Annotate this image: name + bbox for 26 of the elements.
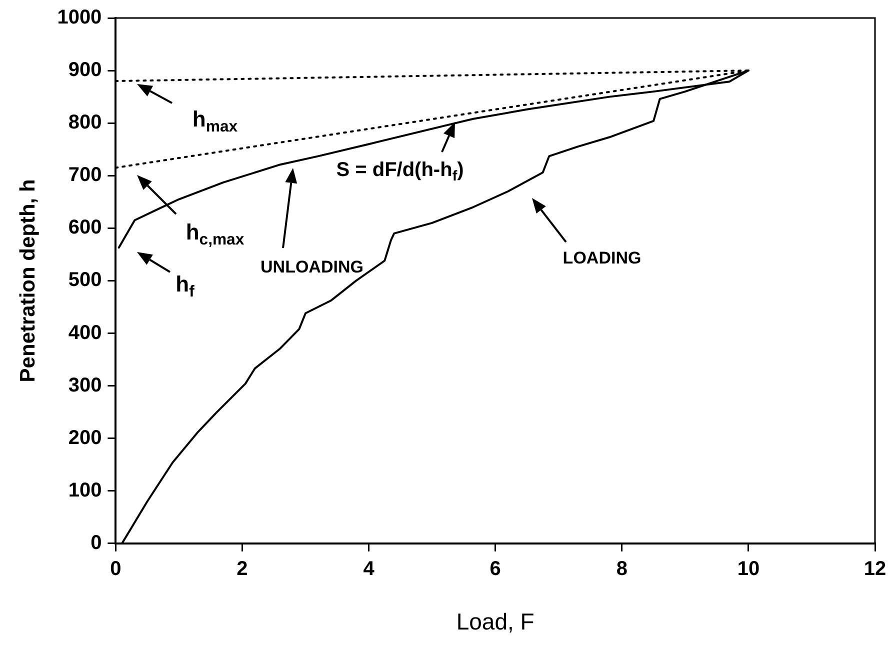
x-axis-title: Load, F [456, 608, 534, 635]
x-tick-label: 12 [864, 558, 886, 580]
x-tick-label: 10 [737, 558, 760, 580]
y-axis-title: Penetration depth, h [16, 179, 40, 382]
y-tick-label: 1000 [57, 6, 102, 29]
y-tick-label: 800 [68, 112, 102, 134]
x-tick-label: 8 [616, 558, 628, 580]
x-tick-label: 6 [490, 558, 501, 580]
y-tick-label: 300 [68, 374, 102, 396]
annotation: h$_{c,max}$ [186, 220, 244, 248]
y-tick-label: 0 [90, 532, 102, 554]
y-tick-label: 200 [68, 426, 102, 449]
y-tick-label: 400 [68, 322, 102, 344]
y-tick-label: 100 [68, 479, 102, 502]
y-tick-label: 600 [68, 216, 102, 239]
annotation: UNLOADING [260, 258, 364, 276]
x-tick-label: 0 [110, 558, 122, 580]
annotation: h$_{max}$ [192, 106, 238, 136]
annotation: h$_{f}$ [176, 272, 194, 300]
x-tick-label: 2 [236, 558, 248, 580]
annotation: S = dF/d(h-h$_{f}$) [336, 159, 464, 184]
y-tick-label: 500 [68, 269, 102, 292]
y-tick-label: 700 [68, 164, 102, 186]
x-tick-label: 4 [363, 558, 376, 580]
y-tick-label: 900 [68, 59, 102, 82]
annotation: LOADING [562, 248, 642, 268]
